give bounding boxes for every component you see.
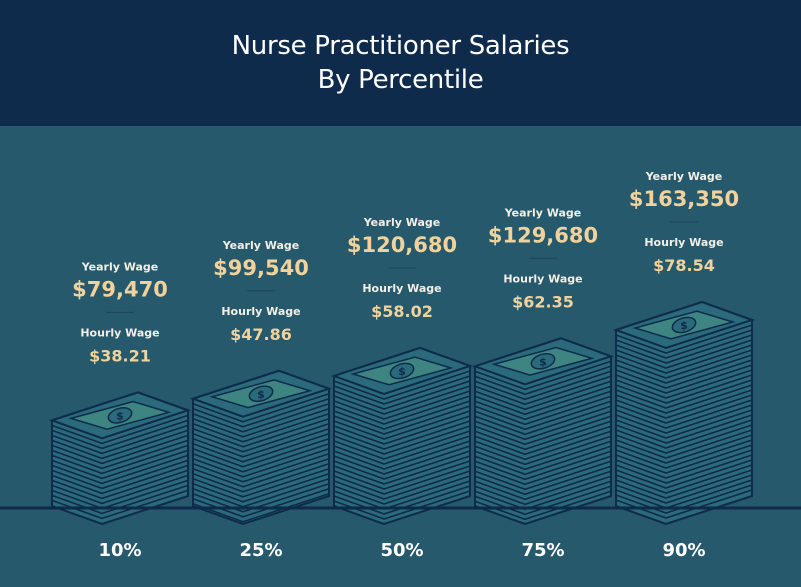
yearly-wage-value: $79,470 [72,277,168,301]
category-label: 25% [239,540,282,561]
chart-title-line-2: By Percentile [317,65,484,95]
chart-area: $ $ $ $ $ $38.21 Hourly Wage $79,470 Yearly Wag… [0,170,801,561]
value-label-group: $58.02 Hourly Wage $120,680 Yearly Wage [347,216,457,321]
value-label-group: $47.86 Hourly Wage $99,540 Yearly Wage [213,239,309,344]
dollar-icon: $ [398,365,406,378]
yearly-wage-label: Yearly Wage [504,206,582,219]
dollar-icon: $ [116,409,124,422]
yearly-wage-value: $120,680 [347,233,457,257]
chart-title-line-1: Nurse Practitioner Salaries [231,31,570,61]
money-stack-icon: $ [612,300,756,526]
yearly-wage-label: Yearly Wage [363,216,441,229]
yearly-wage-label: Yearly Wage [222,239,300,252]
hourly-wage-label: Hourly Wage [80,326,159,339]
hourly-wage-value: $38.21 [89,346,151,365]
hourly-wage-value: $47.86 [230,325,292,344]
money-stack-icon: $ [330,346,474,526]
value-label-group: $38.21 Hourly Wage $79,470 Yearly Wage [72,260,168,365]
category-labels: 10% 25% 50% 75% 90% [98,540,705,561]
yearly-wage-label: Yearly Wage [645,170,723,183]
money-stack-icon: $ [471,337,615,526]
hourly-wage-label: Hourly Wage [362,282,441,295]
money-stack-icon: $ [48,391,192,526]
category-label: 75% [521,540,564,561]
yearly-wage-value: $129,680 [488,223,598,247]
category-label: 10% [98,540,141,561]
dollar-icon: $ [539,355,547,368]
yearly-wage-value: $163,350 [629,187,739,211]
hourly-wage-label: Hourly Wage [503,272,582,285]
hourly-wage-value: $62.35 [512,292,574,311]
dollar-icon: $ [680,319,688,332]
hourly-wage-label: Hourly Wage [221,305,300,318]
hourly-wage-value: $78.54 [653,256,715,275]
value-label-group: $78.54 Hourly Wage $163,350 Yearly Wage [629,170,739,275]
category-label: 50% [380,540,423,561]
money-stack-icon: $ [189,369,333,526]
hourly-wage-label: Hourly Wage [644,236,723,249]
value-label-group: $62.35 Hourly Wage $129,680 Yearly Wage [488,206,598,311]
dollar-icon: $ [257,388,265,401]
hourly-wage-value: $58.02 [371,302,433,321]
header-banner: Nurse Practitioner Salaries By Percentil… [0,0,801,126]
yearly-wage-label: Yearly Wage [81,260,159,273]
yearly-wage-value: $99,540 [213,256,309,280]
category-label: 90% [662,540,705,561]
